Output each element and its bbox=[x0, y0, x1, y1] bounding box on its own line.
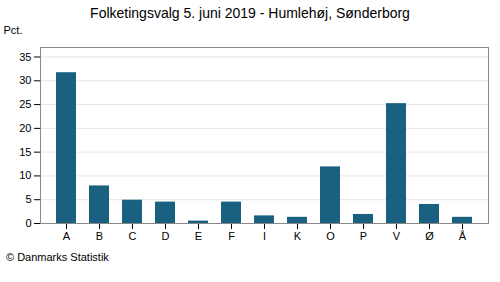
svg-text:Ø: Ø bbox=[425, 230, 434, 242]
svg-text:P: P bbox=[360, 230, 367, 242]
svg-text:35: 35 bbox=[19, 51, 31, 63]
svg-text:D: D bbox=[162, 230, 170, 242]
svg-text:V: V bbox=[393, 230, 401, 242]
svg-text:10: 10 bbox=[19, 169, 31, 181]
html-text:© Danmarks Statistik: © Danmarks Statistik bbox=[6, 251, 109, 263]
svg-text:E: E bbox=[195, 230, 202, 242]
svg-text:5: 5 bbox=[25, 193, 31, 205]
svg-text:20: 20 bbox=[19, 122, 31, 134]
svg-text:25: 25 bbox=[19, 98, 31, 110]
svg-text:0: 0 bbox=[25, 217, 31, 229]
svg-text:Å: Å bbox=[459, 230, 467, 242]
svg-text:B: B bbox=[96, 230, 103, 242]
svg-text:C: C bbox=[129, 230, 137, 242]
svg-text:I: I bbox=[263, 230, 266, 242]
svg-text:F: F bbox=[228, 230, 235, 242]
html-text:Folketingsvalg 5. juni 2019 -: Folketingsvalg 5. juni 2019 - Humlehøj, … bbox=[90, 5, 410, 21]
svg-text:Pct.: Pct. bbox=[4, 24, 23, 36]
svg-text:15: 15 bbox=[19, 146, 31, 158]
svg-text:A: A bbox=[63, 230, 71, 242]
svg-text:K: K bbox=[294, 230, 302, 242]
svg-text:30: 30 bbox=[19, 74, 31, 86]
svg-text:O: O bbox=[326, 230, 335, 242]
